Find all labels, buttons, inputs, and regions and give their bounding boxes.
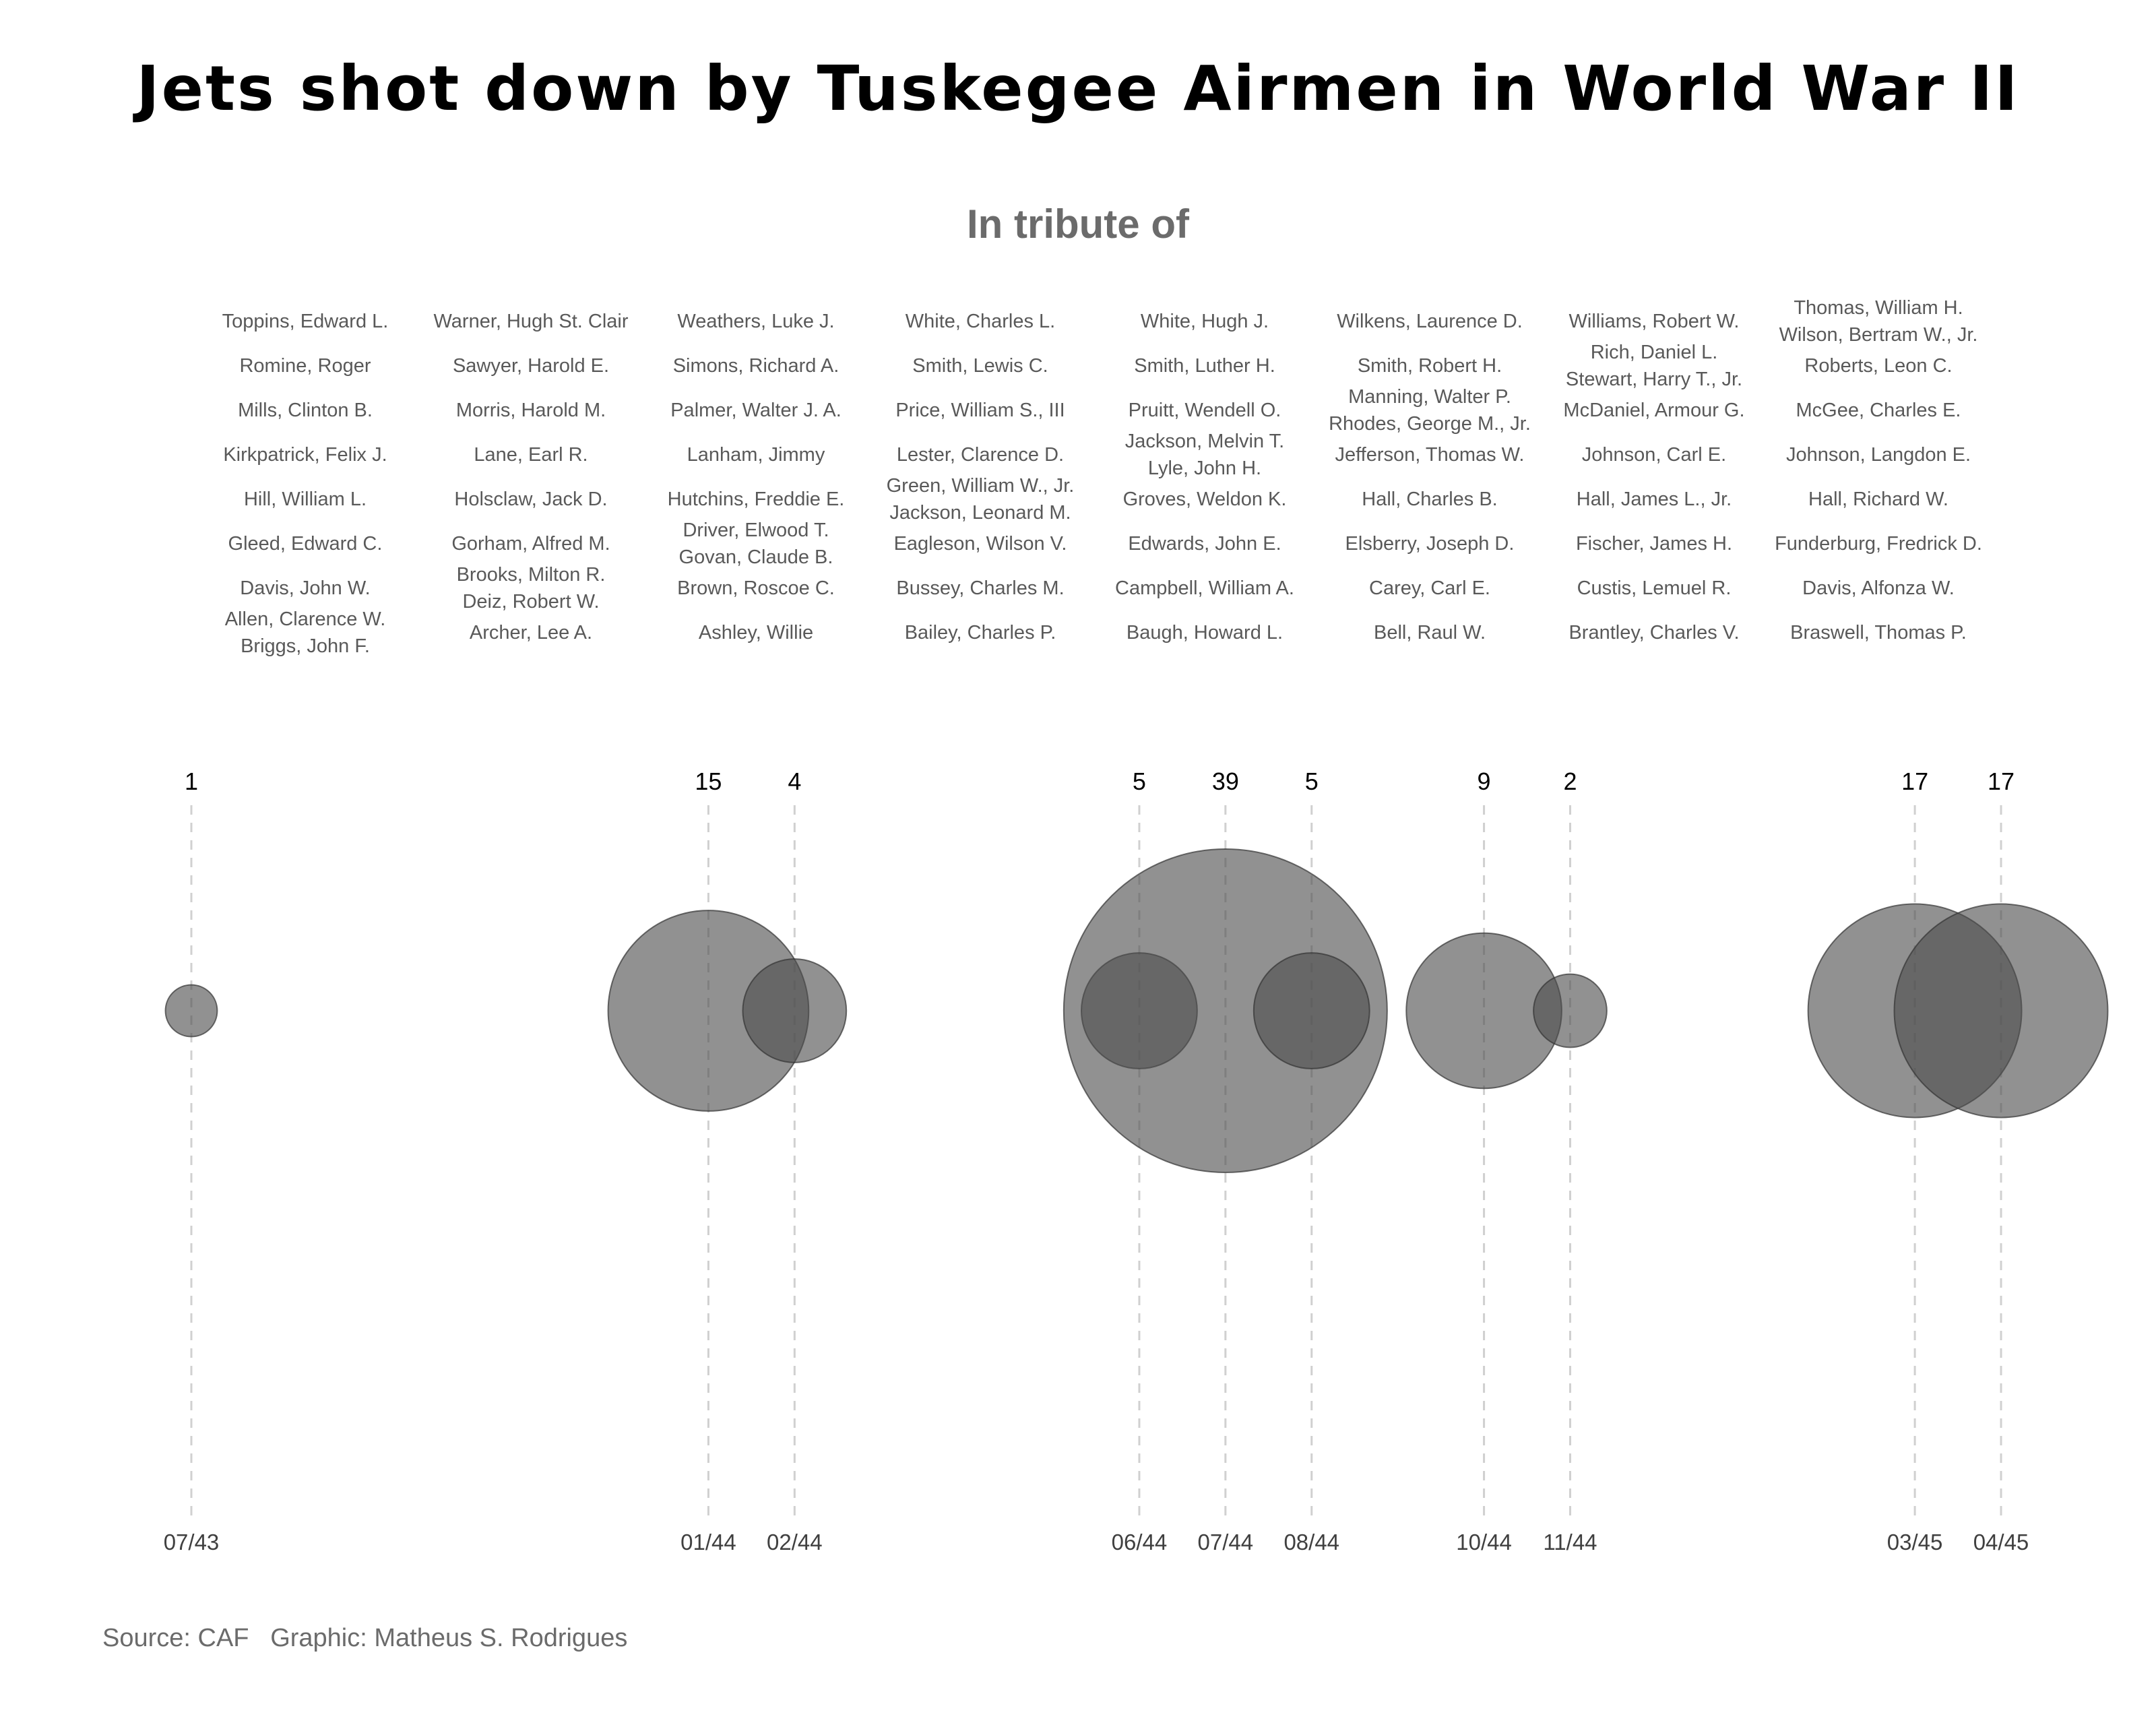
airman-name: Driver, Elwood T. Govan, Claude B. [679,520,833,568]
airman-name: Price, William S., III [895,400,1065,421]
names-grid: Toppins, Edward L. Warner, Hugh St. Clair… [222,297,1982,657]
bubbles [164,848,2109,1173]
airman-name: Pruitt, Wendell O. [1129,400,1281,421]
airman-name: Toppins, Edward L. [222,311,389,332]
bubble [1253,952,1370,1069]
chart-subtitle: In tribute of [967,201,1189,247]
airman-name: Warner, Hugh St. Clair [433,311,628,332]
chart-title: Jets shot down by Tuskegee Airmen in Wor… [136,53,2020,125]
airman-name: Gorham, Alfred M. [451,533,610,555]
airman-name: Wilkens, Laurence D. [1337,311,1523,332]
airman-name: Simons, Richard A. [673,355,839,377]
count-label: 15 [695,767,722,795]
airman-name: Jackson, Melvin T. Lyle, John H. [1125,431,1284,479]
count-label: 5 [1133,767,1146,795]
source-caption: Source: CAF Graphic: Matheus S. Rodrigue… [102,1624,628,1652]
x-tick-label: 02/44 [767,1530,823,1555]
bubble [1533,973,1608,1048]
airman-name: Bailey, Charles P. [905,622,1056,644]
airman-name: Green, William W., Jr. Jackson, Leonard M… [887,475,1075,524]
airman-name: Edwards, John E. [1128,533,1281,555]
airman-name: Jefferson, Thomas W. [1335,444,1525,466]
airman-name: Brown, Roscoe C. [677,577,835,599]
x-tick-label: 08/44 [1283,1530,1339,1555]
airman-name: McDaniel, Armour G. [1563,400,1744,421]
airman-name: Romine, Roger [239,355,371,377]
bubble [742,958,848,1063]
count-label: 9 [1478,767,1491,795]
count-label: 39 [1212,767,1239,795]
airman-name: Holsclaw, Jack D. [454,489,607,510]
airman-name: Brooks, Milton R. Deiz, Robert W. [457,564,606,613]
airman-name: Davis, John W. [240,577,370,599]
airman-name: Smith, Lewis C. [912,355,1048,377]
airman-name: Bell, Raul W. [1374,622,1486,644]
airman-name: Gleed, Edward C. [228,533,383,555]
airman-name: White, Charles L. [906,311,1055,332]
airman-name: White, Hugh J. [1141,311,1269,332]
airman-name: Eagleson, Wilson V. [894,533,1067,555]
airman-name: Johnson, Carl E. [1582,444,1726,466]
bubble [1063,848,1388,1173]
count-label: 17 [1901,767,1928,795]
airman-name: Campbell, William A. [1115,577,1294,599]
count-labels: 1 15 4 5 39 5 9 2 17 17 [185,767,2015,795]
airman-name: Sawyer, Harold E. [453,355,609,377]
x-tick-label: 07/43 [164,1530,220,1555]
airman-name: Morris, Harold M. [456,400,606,421]
airman-name: Hutchins, Freddie E. [668,489,845,510]
airman-name: Hall, Charles B. [1362,489,1497,510]
airman-name: Williams, Robert W. [1569,311,1740,332]
airman-name: Davis, Alfonza W. [1802,577,1955,599]
airman-name: Hill, William L. [244,489,367,510]
airman-name: Mills, Clinton B. [238,400,373,421]
airman-name: Allen, Clarence W. Briggs, John F. [225,608,386,657]
airman-name: Bussey, Charles M. [896,577,1064,599]
x-tick-label: 04/45 [1973,1530,2029,1555]
count-label: 2 [1563,767,1577,795]
airman-name: Lanham, Jimmy [687,444,825,466]
airman-name: Rich, Daniel L. Stewart, Harry T., Jr. [1566,342,1742,390]
airman-name: Baugh, Howard L. [1127,622,1283,644]
airman-name: Braswell, Thomas P. [1790,622,1967,644]
airman-name: Smith, Luther H. [1134,355,1275,377]
airman-name: Ashley, Willie [699,622,813,644]
airman-name: Roberts, Leon C. [1804,355,1952,377]
airman-name: Lane, Earl R. [474,444,588,466]
airman-name: Manning, Walter P. Rhodes, George M., Jr. [1329,386,1531,435]
airman-name: Lester, Clarence D. [897,444,1064,466]
airman-name: Hall, Richard W. [1808,489,1948,510]
gridlines [190,805,2002,1516]
airman-name: Carey, Carl E. [1369,577,1490,599]
x-tick-label: 11/44 [1543,1530,1597,1555]
airman-name: Johnson, Langdon E. [1786,444,1971,466]
x-tick-label: 10/44 [1456,1530,1512,1555]
x-axis-ticks: 07/43 01/44 02/44 06/44 07/44 08/44 10/44 11/44… [164,1530,2029,1555]
airman-name: Weathers, Luke J. [677,311,834,332]
bubble [1893,903,2109,1119]
count-label: 1 [185,767,198,795]
airman-name: Kirkpatrick, Felix J. [223,444,387,466]
airman-name: Groves, Weldon K. [1123,489,1287,510]
airman-name: McGee, Charles E. [1796,400,1961,421]
airman-name: Brantley, Charles V. [1568,622,1739,644]
x-tick-label: 07/44 [1198,1530,1254,1555]
airman-name: Thomas, William H. Wilson, Bertram W., Jr… [1779,297,1978,346]
bubble [164,984,218,1038]
count-label: 4 [788,767,801,795]
airman-name: Smith, Robert H. [1358,355,1502,377]
airman-name: Hall, James L., Jr. [1577,489,1732,510]
x-tick-label: 01/44 [680,1530,736,1555]
airman-name: Elsberry, Joseph D. [1345,533,1515,555]
airman-name: Palmer, Walter J. A. [670,400,842,421]
airman-name: Custis, Lemuel R. [1577,577,1732,599]
airman-name: Archer, Lee A. [470,622,592,644]
x-tick-label: 03/45 [1887,1530,1943,1555]
x-tick-label: 06/44 [1112,1530,1168,1555]
count-label: 5 [1305,767,1319,795]
airman-name: Funderburg, Fredrick D. [1775,533,1982,555]
airman-name: Fischer, James H. [1576,533,1732,555]
count-label: 17 [1988,767,2015,795]
